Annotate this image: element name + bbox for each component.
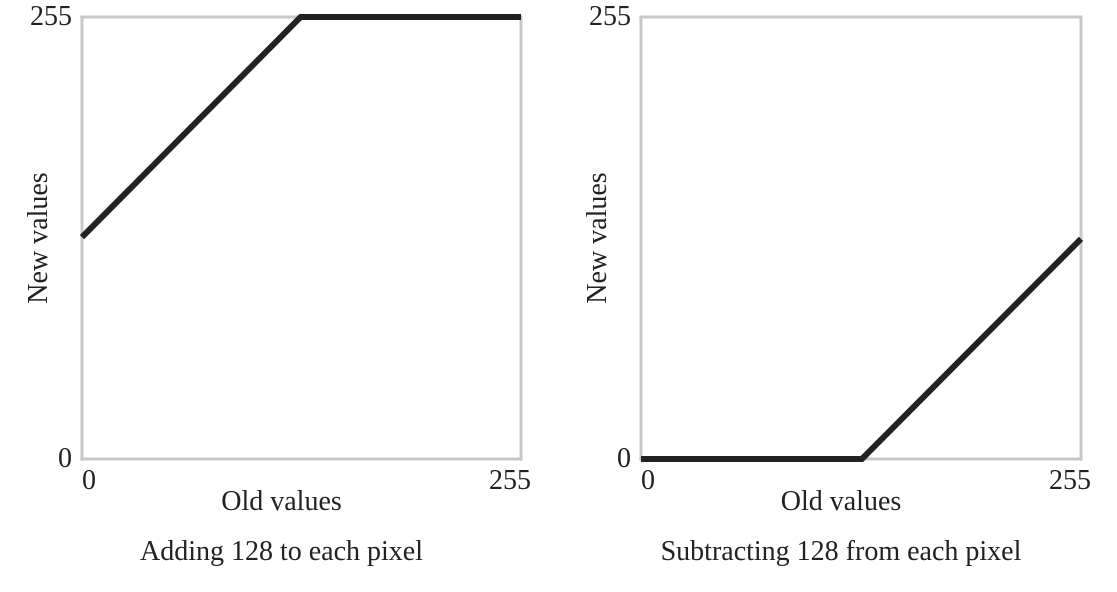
y-tick-label: 0 — [617, 443, 631, 474]
x-tick-label: 255 — [489, 465, 531, 496]
plot-frame — [80, 15, 523, 461]
chart-title: Adding 128 to each pixel — [140, 536, 423, 567]
x-tick-label: 255 — [1049, 465, 1091, 496]
y-tick-label: 255 — [30, 1, 72, 32]
y-axis-label: New values — [23, 172, 54, 303]
x-tick-label: 0 — [641, 465, 655, 496]
x-axis-label: Old values — [781, 486, 902, 517]
chart-title: Subtracting 128 from each pixel — [661, 536, 1022, 567]
y-tick-label: 0 — [58, 443, 72, 474]
plot-frame — [639, 15, 1083, 461]
y-tick-label: 255 — [589, 1, 631, 32]
x-tick-label: 0 — [82, 465, 96, 496]
data-line — [79, 14, 521, 240]
y-axis-label: New values — [582, 172, 613, 303]
data-line — [641, 236, 1084, 462]
x-axis-label: Old values — [221, 486, 342, 517]
